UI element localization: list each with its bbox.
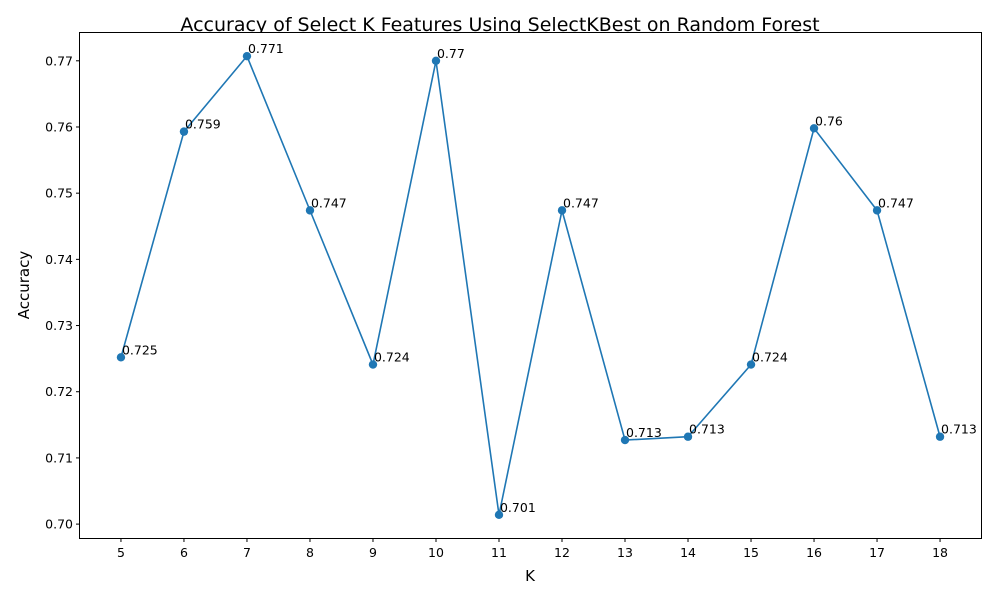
x-tick-label: 8 [306,545,314,560]
data-label: 0.747 [878,195,914,210]
x-tick-label: 5 [117,545,125,560]
x-tick-label: 9 [369,545,377,560]
data-point [116,353,126,362]
x-axis-label: K [525,567,536,585]
data-point [431,56,441,65]
data-label: 0.724 [374,350,410,365]
data-label: 0.713 [689,422,725,437]
data-label: 0.725 [122,342,158,357]
x-tick-label: 17 [869,545,885,560]
data-point [179,127,189,136]
y-tick-label: 0.74 [45,252,73,267]
x-tick-label: 6 [180,545,188,560]
data-point [683,432,693,441]
data-label: 0.747 [563,195,599,210]
x-tick-label: 11 [491,545,507,560]
data-point [494,510,504,520]
y-axis-label: Accuracy [15,251,33,320]
y-axis: 0.70 0.71 0.72 0.73 0.74 0.75 0.76 0.77 [45,53,80,532]
data-point [872,206,882,215]
data-label: 0.76 [815,113,843,128]
data-label: 0.771 [248,41,284,56]
series-layer: 0.725 0.759 0.771 0.747 0.724 0.77 0.701 0.747 0… [116,41,977,520]
y-tick-label: 0.73 [45,318,73,333]
x-tick-label: 16 [806,545,822,560]
data-point [746,360,756,369]
y-tick-label: 0.75 [45,186,73,201]
plot-area [79,32,982,539]
y-tick-label: 0.72 [45,384,73,399]
data-label: 0.713 [941,422,977,437]
data-label: 0.759 [185,117,221,132]
data-point [557,206,567,215]
data-label: 0.747 [311,195,347,210]
x-tick-label: 10 [428,545,444,560]
y-tick-label: 0.77 [45,53,73,68]
data-point [242,51,252,61]
x-tick-label: 15 [743,545,759,560]
x-axis: 5 6 7 8 9 10 11 12 13 14 15 16 17 18 [117,538,948,560]
x-tick-label: 13 [617,545,633,560]
x-tick-label: 12 [554,545,570,560]
data-point [935,432,945,441]
series-line [120,54,941,515]
x-tick-label: 14 [680,545,696,560]
data-point [368,360,378,369]
y-tick-label: 0.70 [45,517,73,532]
data-point [305,206,315,215]
data-point [620,435,630,445]
data-label: 0.713 [626,425,662,440]
y-tick-label: 0.71 [45,450,73,465]
data-point [809,124,819,133]
data-label: 0.724 [752,350,788,365]
x-tick-label: 18 [932,545,948,560]
x-tick-label: 7 [243,545,251,560]
y-tick-label: 0.76 [45,119,73,134]
chart-title: Accuracy of Select K Features Using Sele… [180,14,819,36]
data-label: 0.77 [437,46,465,61]
data-label: 0.701 [500,500,536,515]
